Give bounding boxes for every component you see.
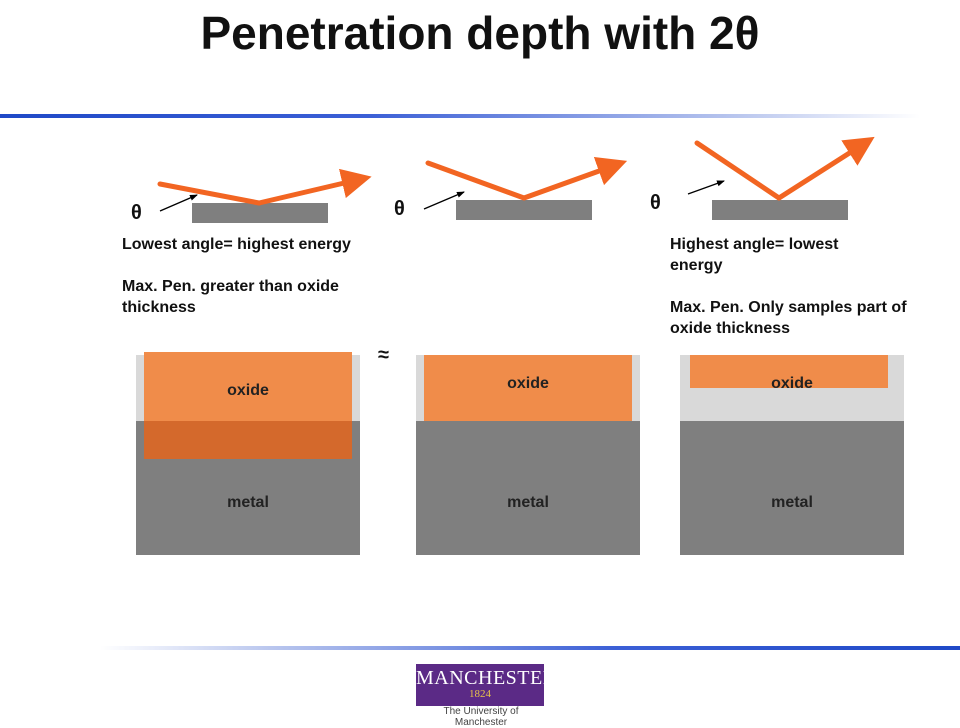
sample-block-1: oxide metal (136, 352, 360, 555)
oxide-label: oxide (227, 382, 269, 399)
metal-label: metal (771, 494, 813, 511)
metal-layer (680, 421, 904, 555)
logo-year: 1824 (469, 688, 491, 700)
logo-subtitle: The University of Manchester (443, 706, 519, 728)
oxide-layer (690, 355, 888, 388)
metal-layer (416, 421, 640, 555)
sample-surface-2 (456, 200, 592, 220)
top-divider (0, 114, 920, 118)
caption-low-angle: Lowest angle= highest energy Max. Pen. g… (122, 234, 352, 318)
sample-block-3: oxide metal (680, 355, 904, 555)
oxide-layer (144, 352, 352, 421)
diffracted-beam-1 (256, 168, 372, 206)
caption-high-angle-line1: Highest angle= lowest energy (670, 236, 839, 274)
theta-pointer-3 (687, 180, 725, 195)
oxide-label: oxide (771, 375, 813, 392)
university-logo: MANCHESTER 1824 (416, 664, 557, 706)
caption-low-angle-line2: Max. Pen. greater than oxide thickness (122, 278, 339, 316)
sample-surface-1 (192, 203, 328, 223)
oxide-layer (424, 355, 632, 421)
incident-beam-3 (694, 140, 782, 201)
bottom-divider (100, 646, 960, 650)
metal-label: metal (227, 494, 269, 511)
incident-beam-1 (157, 181, 262, 206)
sample-block-2: oxide metal (416, 355, 640, 555)
diffracted-beam-3 (776, 136, 875, 201)
caption-high-angle-line2: Max. Pen. Only samples part of oxide thi… (670, 299, 907, 337)
theta-label-3: θ (650, 192, 661, 214)
theta-label-1: θ (131, 202, 142, 224)
metal-label: metal (507, 494, 549, 511)
theta-pointer-2 (423, 191, 465, 210)
caption-high-angle: Highest angle= lowest energy Max. Pen. O… (670, 234, 907, 339)
sample-surface-3 (712, 200, 848, 220)
penetration-region (144, 421, 352, 459)
approx-symbol: ≈ (378, 344, 389, 366)
caption-low-angle-line1: Lowest angle= highest energy (122, 236, 351, 253)
theta-pointer-1 (159, 194, 198, 212)
page-title: Penetration depth with 2θ (200, 7, 760, 59)
diffracted-beam-2 (521, 156, 628, 201)
oxide-label: oxide (507, 375, 549, 392)
theta-label-2: θ (394, 198, 405, 220)
logo-name: MANCHESTER (416, 667, 557, 689)
incident-beam-2 (425, 160, 527, 201)
